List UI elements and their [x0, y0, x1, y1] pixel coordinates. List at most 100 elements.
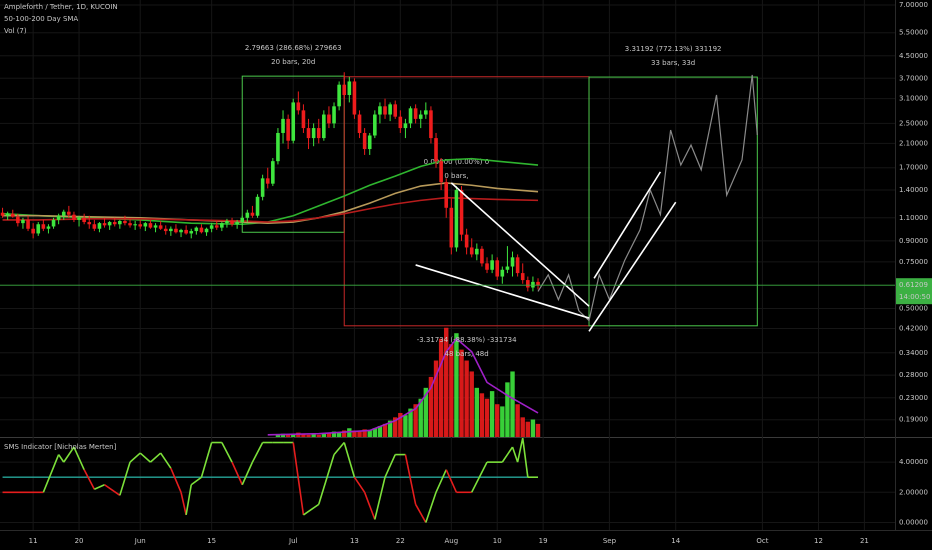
- candle-body: [158, 225, 163, 229]
- y-tick-label: 1.10000: [899, 214, 928, 222]
- candle-body: [235, 222, 239, 225]
- volume-bar: [336, 432, 342, 437]
- candle-body: [143, 223, 148, 227]
- last-price-box: [896, 278, 932, 305]
- candle-body: [469, 247, 474, 255]
- candle-body: [230, 220, 234, 225]
- x-tick-label: 13: [350, 537, 359, 545]
- indicator-segment: [363, 492, 376, 520]
- candle-body: [291, 102, 296, 141]
- indicator-segment: [333, 442, 345, 456]
- candle-body: [378, 106, 382, 115]
- indicator-segment: [521, 437, 529, 478]
- candle-body: [316, 128, 321, 139]
- volume-bar: [377, 426, 383, 437]
- candle-body: [408, 108, 413, 124]
- volume-bar: [418, 398, 423, 437]
- volume-bar: [342, 430, 347, 437]
- volume-bar: [403, 415, 408, 437]
- candle-body: [403, 123, 408, 129]
- indicator-segment: [251, 442, 264, 463]
- volume-bar: [474, 387, 480, 437]
- candle-body: [72, 214, 76, 220]
- candle-body: [424, 110, 428, 115]
- volume-bar: [500, 406, 505, 437]
- volume-bar: [362, 429, 367, 437]
- candle-body: [510, 257, 515, 267]
- candle-body: [393, 104, 398, 117]
- indicator-segment: [94, 484, 105, 491]
- candle-body: [332, 106, 336, 124]
- candle-body: [174, 228, 178, 233]
- measure-label: 3.31192 (772.13%) 331192: [625, 45, 722, 53]
- candle-body: [495, 260, 500, 277]
- candle-body: [276, 132, 280, 162]
- volume-bar: [382, 423, 388, 437]
- volume-bar: [484, 398, 490, 437]
- volume-bar: [408, 408, 413, 437]
- volume-bar: [459, 349, 464, 437]
- candle-body: [41, 224, 46, 229]
- candle-body: [520, 273, 525, 281]
- volume-bar: [520, 417, 525, 437]
- volume-bar: [444, 327, 449, 437]
- indicator-segment: [73, 446, 85, 471]
- indicator-segment: [221, 442, 233, 463]
- candle-body: [398, 116, 403, 129]
- candle-body: [434, 138, 438, 162]
- candle-body: [255, 196, 260, 216]
- y-tick-label: 0.42000: [899, 325, 928, 333]
- indicator-segment: [445, 469, 458, 493]
- x-tick-label: 21: [860, 537, 869, 545]
- overlay-label: 50-100-200 Day SMA: [4, 15, 78, 23]
- y-tick-label: 3.10000: [899, 95, 928, 103]
- volume-bar: [398, 412, 403, 437]
- x-tick-label: 12: [814, 537, 823, 545]
- candle-body: [286, 118, 290, 141]
- indicator-segment: [384, 454, 396, 478]
- volume-bar: [469, 371, 474, 437]
- volume-bar: [449, 344, 454, 437]
- indicator-segment: [170, 467, 182, 493]
- candle-body: [214, 225, 219, 228]
- trendline: [588, 201, 677, 332]
- candle-body: [163, 228, 168, 232]
- candle-body: [82, 217, 86, 223]
- candle-body: [342, 84, 347, 95]
- volume-bar: [285, 434, 291, 437]
- measure-box: [588, 76, 758, 327]
- volume-bar: [479, 393, 485, 437]
- indicator-title: SMS Indicator [Nicholas Merten]: [4, 443, 117, 451]
- candle-body: [526, 280, 530, 288]
- indicator-segment: [231, 461, 243, 486]
- x-tick-label: 22: [396, 537, 405, 545]
- candle-body: [194, 227, 199, 232]
- candle-body: [240, 217, 245, 223]
- y-tick-label: 5.50000: [899, 29, 928, 37]
- candle-body: [153, 225, 158, 228]
- volume-bar: [311, 433, 316, 437]
- x-tick-label: Oct: [756, 537, 768, 545]
- candle-body: [464, 234, 469, 248]
- candle-body: [383, 106, 387, 115]
- candle-body: [505, 266, 510, 270]
- candle-body: [281, 118, 285, 133]
- candle-body: [220, 223, 224, 228]
- volume-bar: [413, 404, 418, 437]
- volume-label: Vol (7): [4, 27, 27, 35]
- measure-bars: 0 bars,: [444, 172, 468, 180]
- measure-label: 2.79663 (286.68%) 279663: [245, 44, 342, 52]
- candle-body: [301, 110, 306, 129]
- y-tick-label: 2.50000: [899, 119, 928, 127]
- candle-body: [413, 108, 418, 119]
- indicator-segment: [374, 477, 386, 520]
- candle-body: [189, 231, 194, 234]
- indicator-line: [2, 437, 539, 523]
- y-tick-label: 0.28000: [899, 371, 928, 379]
- y-tick-label: 0.50000: [899, 304, 928, 312]
- candle-body: [388, 104, 392, 115]
- indicator-tick-label: 0.00000: [899, 518, 928, 526]
- y-tick-label: 1.40000: [899, 186, 928, 194]
- y-tick-label: 0.34000: [899, 349, 928, 357]
